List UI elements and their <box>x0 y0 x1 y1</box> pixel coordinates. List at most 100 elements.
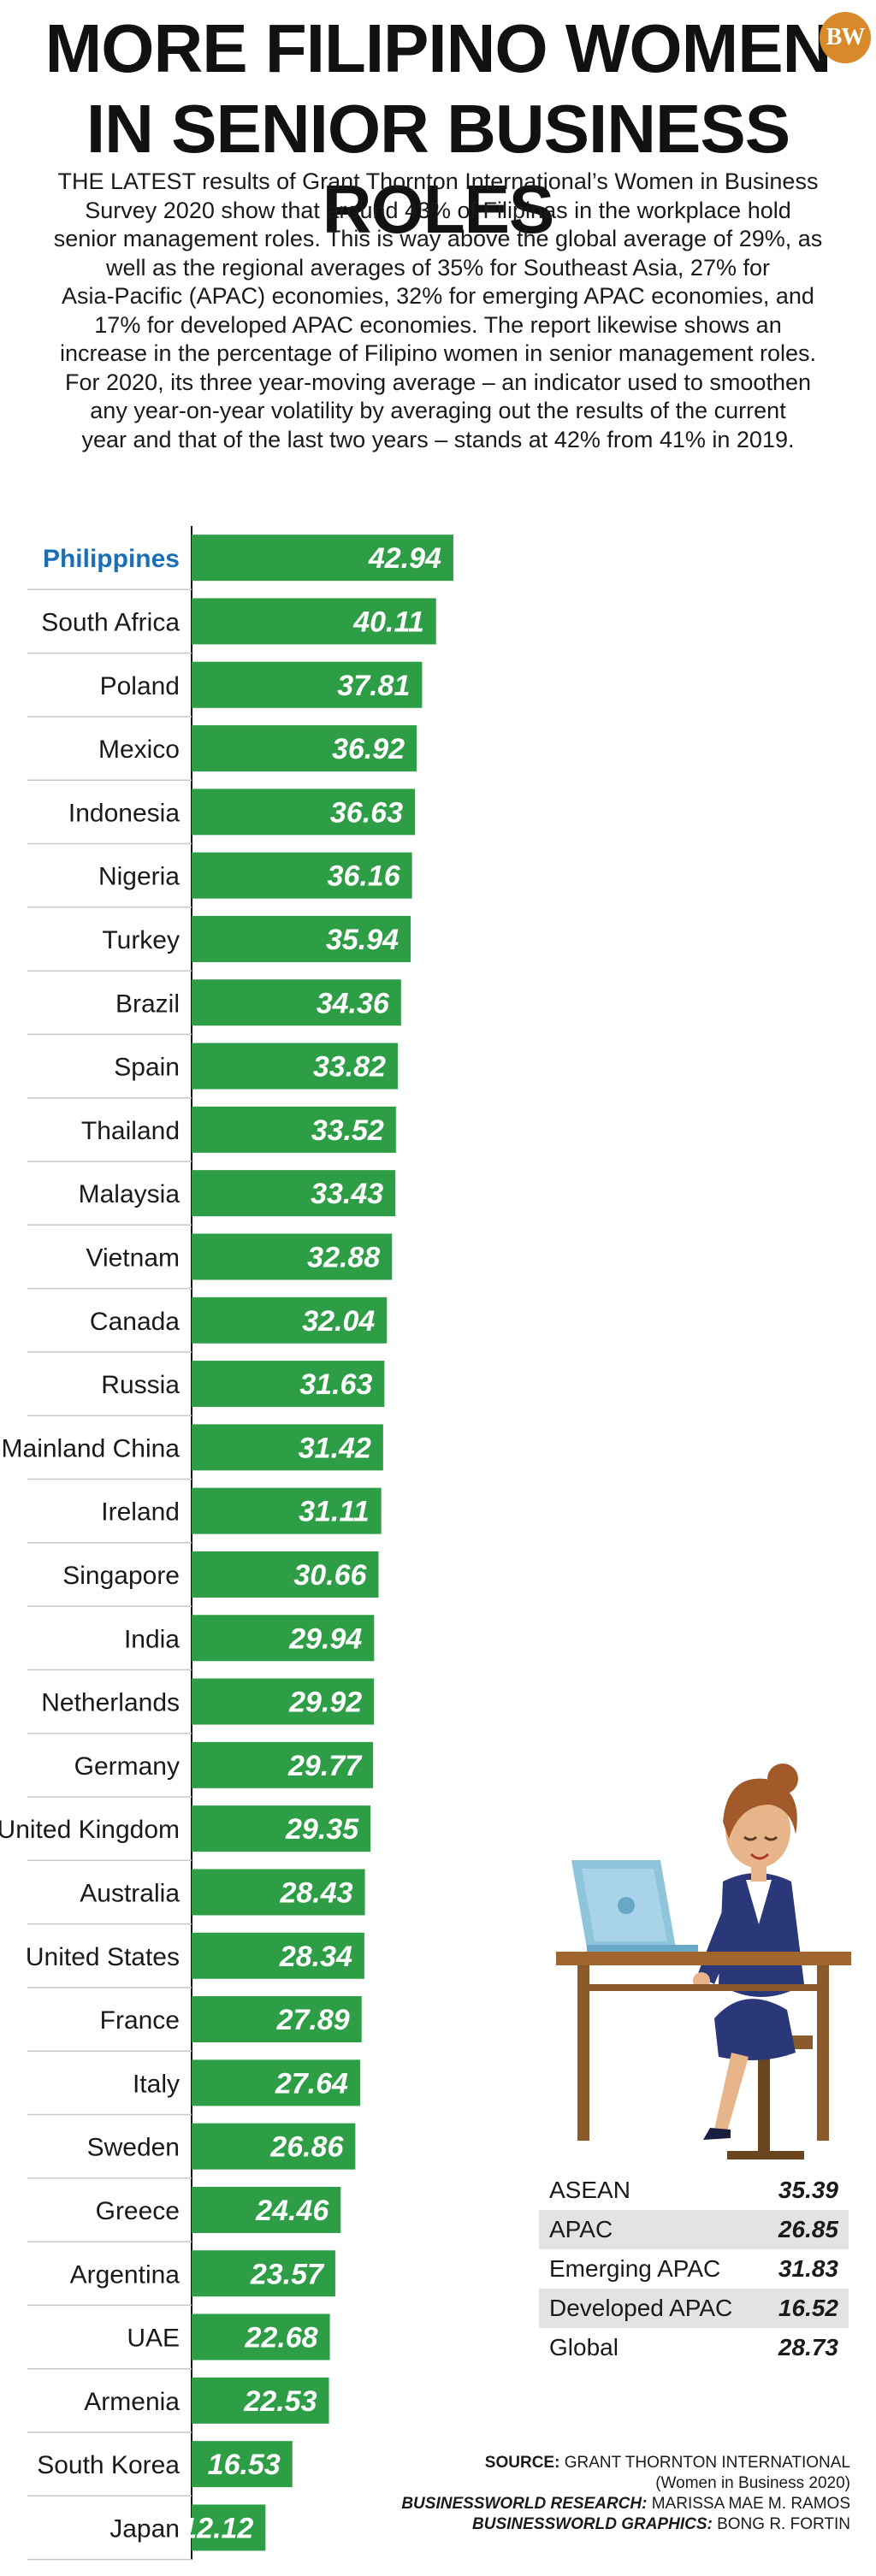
graphics-text: BONG R. FORTIN <box>717 2515 850 2533</box>
data-label: 33.52 <box>311 1114 384 1147</box>
data-label: 33.82 <box>313 1051 386 1084</box>
data-label: 36.92 <box>332 733 405 765</box>
category-label: Indonesia <box>68 799 180 827</box>
bar <box>192 852 412 899</box>
table-row: APAC 26.85 <box>539 2210 849 2249</box>
bar <box>192 915 411 962</box>
bar <box>192 789 415 836</box>
category-label: Mexico <box>98 736 180 764</box>
category-label: Japan <box>110 2514 180 2543</box>
bar-chart: Philippines 42.94 South Africa 40.11 Poland 3… <box>0 526 453 2561</box>
data-label: 29.92 <box>288 1687 362 1719</box>
bar <box>192 2441 293 2488</box>
data-label: 40.11 <box>352 606 424 638</box>
graphics-line: BUSINESSWORLD GRAPHICS: BONG R. FORTIN <box>252 2514 850 2535</box>
category-label: Turkey <box>102 926 180 954</box>
source-subline: (Women in Business 2020) <box>655 2474 850 2492</box>
bar <box>192 1869 365 1916</box>
intro-line: THE LATEST results of Grant Thornton Int… <box>57 168 819 194</box>
data-label: 24.46 <box>255 2195 329 2227</box>
data-label: 23.57 <box>250 2258 325 2290</box>
regional-averages-table: ASEAN 35.39 APAC 26.85 Emerging APAC 31.… <box>539 2171 849 2367</box>
category-label: Italy <box>133 2070 180 2098</box>
bar <box>192 1170 396 1217</box>
data-label: 26.86 <box>269 2131 344 2164</box>
data-label: 28.43 <box>279 1876 352 1909</box>
region-value: 35.39 <box>778 2177 838 2203</box>
intro-line: Asia-Pacific (APAC) economies, 32% for e… <box>62 283 814 309</box>
category-label: India <box>124 1625 180 1653</box>
bar <box>192 2123 356 2170</box>
data-label: 42.94 <box>368 542 441 575</box>
research-label: BUSINESSWORLD RESEARCH: <box>401 2495 648 2513</box>
category-label: Singapore <box>62 1562 180 1590</box>
category-label: Russia <box>101 1371 180 1399</box>
category-label: Sweden <box>87 2134 180 2162</box>
category-label: South Africa <box>41 608 180 636</box>
category-label: Netherlands <box>41 1689 180 1717</box>
bar <box>192 1424 383 1471</box>
data-label: 31.63 <box>299 1368 372 1401</box>
category-label: United Kingdom <box>0 1816 180 1844</box>
bar <box>192 661 423 708</box>
region-value: 28.73 <box>778 2334 838 2360</box>
data-label: 12.12 <box>181 2512 253 2544</box>
category-label: Armenia <box>84 2388 180 2416</box>
research-text: MARISSA MAE M. RAMOS <box>651 2495 850 2513</box>
table-row: Emerging APAC 31.83 <box>539 2249 849 2289</box>
intro-line: well as the regional averages of 35% for… <box>106 254 770 281</box>
category-label: South Korea <box>37 2451 180 2479</box>
bar <box>192 2186 341 2233</box>
source-text: GRANT THORNTON INTERNATIONAL <box>564 2454 850 2472</box>
data-label: 32.88 <box>307 1241 380 1273</box>
table-row: Developed APAC 16.52 <box>539 2289 849 2328</box>
region-label: ASEAN <box>549 2177 630 2203</box>
bar <box>192 979 401 1026</box>
category-label: Philippines <box>43 545 180 573</box>
intro-line: year and that of the last two years – st… <box>81 426 795 452</box>
credits: SOURCE: GRANT THORNTON INTERNATIONAL (Wo… <box>252 2453 850 2535</box>
bar <box>192 725 417 772</box>
data-label: 35.94 <box>326 924 399 956</box>
data-label: 27.64 <box>275 2067 348 2100</box>
category-label: Ireland <box>101 1498 180 1527</box>
data-label: 37.81 <box>337 670 410 702</box>
data-label: 29.35 <box>285 1813 359 1846</box>
data-label: 34.36 <box>317 987 390 1019</box>
intro-line: any year-on-year volatility by averaging… <box>90 398 786 423</box>
bar <box>192 1615 375 1662</box>
bar <box>192 1741 374 1788</box>
category-label: Poland <box>100 672 180 700</box>
bar <box>192 1487 382 1534</box>
intro-line: senior management roles. This is way abo… <box>53 226 823 251</box>
bar <box>192 1678 375 1725</box>
intro-line: increase in the percentage of Filipino w… <box>60 340 816 366</box>
bar <box>192 1996 362 2043</box>
category-label: Vietnam <box>86 1244 180 1272</box>
category-label: Argentina <box>70 2260 181 2289</box>
bar <box>192 1233 393 1280</box>
data-label: 31.42 <box>299 1432 371 1464</box>
region-label: Emerging APAC <box>549 2255 721 2282</box>
data-label: 16.53 <box>208 2449 281 2481</box>
table-row: ASEAN 35.39 <box>539 2171 849 2210</box>
page-title: MORE FILIPINO WOMEN IN SENIOR BUSINESS R… <box>0 9 876 250</box>
category-label: Germany <box>74 1752 180 1781</box>
research-line: BUSINESSWORLD RESEARCH: MARISSA MAE M. R… <box>252 2494 850 2514</box>
bar <box>192 1361 385 1408</box>
data-label: 22.53 <box>243 2385 317 2418</box>
category-label: Brazil <box>115 990 180 1018</box>
businesswoman-illustration <box>556 1764 851 2159</box>
data-label: 33.43 <box>311 1178 383 1210</box>
intro-paragraph: THE LATEST results of Grant Thornton Int… <box>15 168 861 454</box>
data-label: 29.94 <box>288 1622 362 1655</box>
bar <box>192 2250 335 2297</box>
category-label: Greece <box>96 2197 180 2225</box>
title-line-1: MORE FILIPINO WOMEN <box>44 10 832 86</box>
category-label: Nigeria <box>98 863 180 891</box>
category-label: Spain <box>114 1054 180 1082</box>
data-label: 30.66 <box>293 1559 367 1592</box>
region-value: 31.83 <box>778 2255 838 2282</box>
category-label: France <box>100 2006 180 2035</box>
data-label: 29.77 <box>287 1750 363 1782</box>
